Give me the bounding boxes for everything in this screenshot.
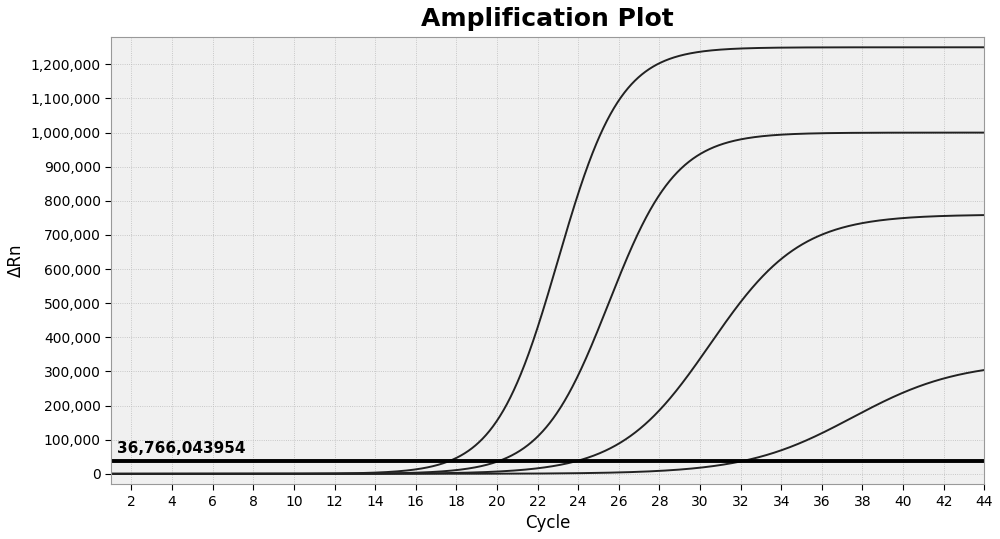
X-axis label: Cycle: Cycle <box>525 514 570 532</box>
Title: Amplification Plot: Amplification Plot <box>421 7 674 31</box>
Text: 36,766,043954: 36,766,043954 <box>117 441 246 456</box>
Y-axis label: ΔRn: ΔRn <box>7 244 25 278</box>
